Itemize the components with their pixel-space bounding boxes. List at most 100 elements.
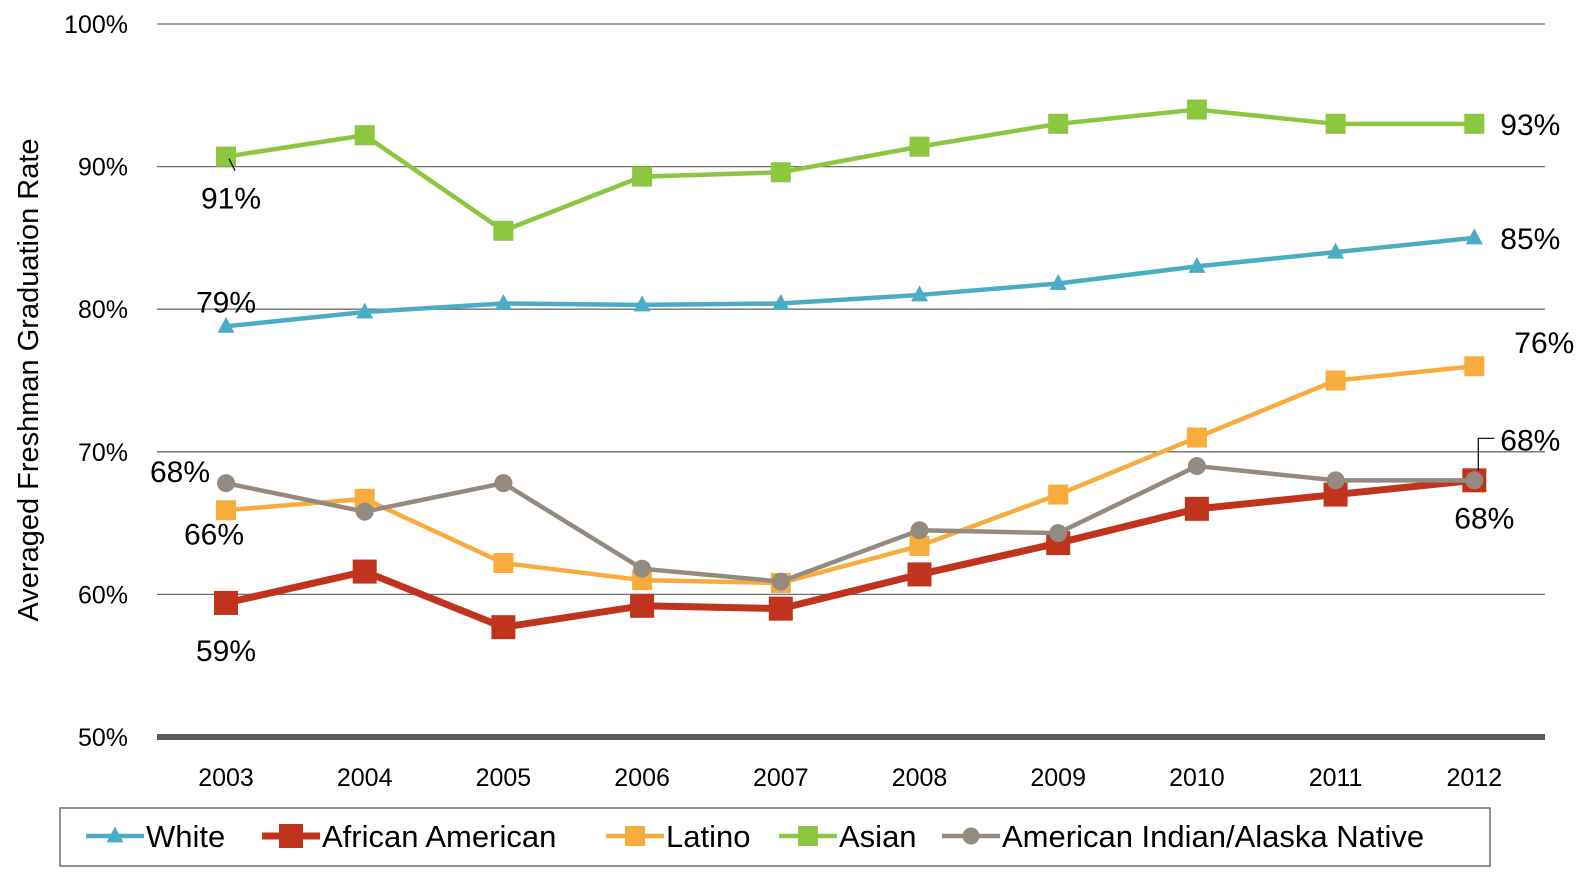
data-point <box>494 294 512 310</box>
legend-item: White <box>86 819 225 854</box>
data-point <box>770 162 791 183</box>
y-tick-label: 100% <box>64 11 128 39</box>
data-point <box>1325 370 1346 391</box>
data-point <box>217 316 235 333</box>
data-point <box>356 302 374 319</box>
data-labels: 79% 85% 59% 68% 66% 76% 91% 93% 68% 68% <box>150 109 1574 668</box>
data-point <box>1464 356 1485 377</box>
data-label: 66% <box>184 518 244 551</box>
legend-label: American Indian/Alaska Native <box>1002 819 1424 854</box>
data-point <box>1188 256 1206 273</box>
legend-swatch-marker <box>962 827 980 845</box>
x-tick-label: 2009 <box>1030 764 1086 792</box>
data-point <box>632 166 653 187</box>
series <box>214 99 1487 640</box>
data-point <box>216 146 236 167</box>
legend-label: Asian <box>839 819 917 854</box>
data-point <box>1049 524 1068 543</box>
series-line <box>225 364 1475 586</box>
legend: White African American Latino Asian American… <box>59 807 1491 867</box>
data-point <box>910 521 929 540</box>
legend-label: Latino <box>666 819 750 854</box>
data-point <box>1326 471 1345 490</box>
data-point <box>911 285 928 302</box>
x-tick-label: 2011 <box>1309 764 1363 792</box>
data-point <box>909 136 930 157</box>
data-point <box>354 488 375 509</box>
y-axis-ticks: 50% 60% 70% 80% 90% 100% <box>64 11 128 752</box>
data-point <box>217 474 235 493</box>
series-asian <box>216 99 1485 241</box>
series-white <box>217 228 1483 333</box>
data-point <box>630 593 655 618</box>
legend-swatch-marker <box>106 826 124 843</box>
data-point <box>768 596 793 621</box>
data-point <box>909 535 930 556</box>
data-label: 79% <box>196 286 256 319</box>
data-point <box>771 572 790 591</box>
series-line <box>225 107 1475 234</box>
x-tick-label: 2006 <box>614 764 670 792</box>
x-axis-ticks: 2003 2004 2005 2006 2007 2008 2009 2010 2011 2012 <box>198 764 1502 792</box>
legend-swatch-marker <box>279 824 303 848</box>
y-tick-label: 90% <box>78 154 128 182</box>
legend-label: White <box>146 819 225 854</box>
data-point <box>907 562 932 587</box>
data-point <box>1327 242 1345 259</box>
data-point <box>352 559 377 584</box>
data-label: 68% <box>1454 502 1514 535</box>
x-tick-label: 2010 <box>1169 764 1225 792</box>
y-tick-label: 50% <box>78 724 128 752</box>
data-label: 68% <box>150 456 210 489</box>
data-point <box>1186 427 1207 448</box>
data-point <box>1184 496 1209 521</box>
legend-item: African American <box>262 819 556 854</box>
legend-item: Asian <box>779 819 917 854</box>
data-point <box>1186 99 1207 120</box>
legend-label: African American <box>322 819 556 854</box>
series-line <box>225 476 1475 631</box>
data-point <box>354 125 375 146</box>
data-point <box>1049 274 1067 290</box>
data-label: 91% <box>201 183 261 216</box>
series-line <box>225 235 1475 329</box>
y-tick-label: 60% <box>78 581 128 609</box>
data-point <box>1464 113 1485 134</box>
data-point <box>214 590 238 615</box>
series-line <box>225 463 1475 584</box>
data-point <box>633 295 651 312</box>
series-american-indian-alaska-native <box>217 457 1484 591</box>
legend-item: American Indian/Alaska Native <box>942 819 1424 854</box>
y-axis-label: Averaged Freshman Graduation Rate <box>13 138 45 621</box>
data-label: 85% <box>1500 223 1560 256</box>
data-label: 93% <box>1500 109 1560 142</box>
data-point <box>633 559 652 578</box>
data-label: 59% <box>196 635 256 668</box>
data-point <box>216 500 236 521</box>
data-point <box>493 220 514 241</box>
y-tick-label: 70% <box>78 439 128 467</box>
x-tick-label: 2012 <box>1446 764 1502 792</box>
data-point <box>772 294 790 310</box>
data-point <box>491 615 516 640</box>
data-point <box>493 553 514 574</box>
x-tick-label: 2005 <box>476 764 532 792</box>
x-tick-label: 2003 <box>198 764 254 792</box>
leader-line <box>228 158 236 171</box>
y-tick-label: 80% <box>78 296 128 324</box>
legend-swatch-marker <box>625 826 645 846</box>
data-point <box>1187 457 1206 476</box>
x-tick-label: 2008 <box>892 764 948 792</box>
data-point <box>355 502 374 521</box>
data-label: 76% <box>1514 327 1574 360</box>
data-point <box>1048 113 1069 134</box>
legend-swatch-marker <box>798 826 818 846</box>
legend-item: Latino <box>606 819 750 854</box>
data-point <box>494 474 513 493</box>
data-label: 68% <box>1500 424 1560 457</box>
data-point <box>1465 228 1483 245</box>
series-african-american <box>214 468 1487 640</box>
leader-line <box>1477 437 1495 471</box>
